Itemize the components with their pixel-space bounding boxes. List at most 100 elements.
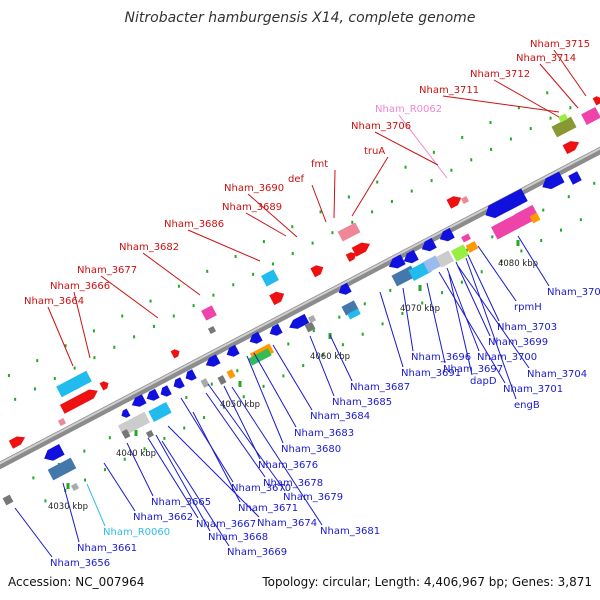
track-dot [363,302,366,306]
gene-label: truA [364,146,385,157]
gene-label: Nham_3683 [294,428,354,439]
track-dot [121,314,124,318]
gene-feature [551,116,577,138]
gene-label: rpmH [514,302,542,313]
gene-labels: Nham_3715 Nham_3714 Nham_3712 Nham_3711 Nham… [24,39,600,569]
tick-label: 4050 kbp [220,400,260,410]
gene-label: Nham_3707 [547,287,600,298]
track-dot [262,240,265,244]
tick-mark [418,285,422,291]
track-dot [341,343,344,347]
track-dot [509,137,512,141]
leader-line [311,184,327,223]
gene-label: Nham_3681 [320,526,380,537]
track-dot [567,195,570,199]
track-dot [517,106,520,110]
gene-feature [201,305,217,321]
gene-feature [44,444,65,461]
gene-feature [2,494,14,506]
leader-line [187,229,261,262]
track-dot [500,259,503,263]
gene-label: Nham_3690 [224,183,284,194]
track-dot [319,210,322,214]
gene-label: Nham_3691 [401,368,461,379]
gene-feature [485,188,528,219]
track-dot [322,353,325,357]
gene-label: Nham_3686 [164,219,224,230]
gene-feature [131,394,147,407]
gene-label: Nham_3711 [419,85,479,96]
leader-line [142,252,201,296]
leader-line [398,114,448,179]
track-dot [113,345,116,349]
accession-text: Accession: NC_007964 [8,575,144,589]
ruler-ticks: 4030 kbp 4040 kbp 4050 kbp 4060 kbp 4070 kbp… [48,240,538,512]
track-dot [389,288,392,292]
track-dot [84,478,87,482]
track-dot [271,262,274,266]
leader-line [329,334,353,382]
leader-line [192,411,241,503]
leader-line [223,385,261,460]
leader-line [161,440,230,547]
leader-line [539,63,579,109]
track-dot [338,315,341,319]
gene-feature [304,321,316,333]
track-dot [73,366,76,370]
track-dot [430,179,433,183]
gene-label: Nham_R0060 [103,527,170,538]
track-dot [149,299,152,303]
map-title: Nitrobacter hamburgensis X14, complete g… [125,10,476,26]
track-dot [83,449,86,453]
track-dot [177,284,180,288]
leader-line [100,275,159,319]
gene-label: Nham_3685 [332,397,392,408]
gene-label: Nham_3703 [497,322,557,333]
gene-feature [146,388,160,401]
gene-feature [170,349,180,359]
leader-line [73,291,91,359]
gene-feature [446,196,462,209]
gene-feature [289,313,310,329]
track-dot [421,301,424,305]
gene-feature [185,369,197,381]
track-dot [210,382,213,386]
gene-label: Nham_3700 [477,352,537,363]
gene-label: Nham_3671 [238,503,298,514]
track-dot [36,359,39,363]
gene-feature [439,227,455,242]
track-dot [291,225,294,229]
gene-label: engB [514,400,540,411]
track-dot [540,239,543,243]
leader-line [126,442,154,497]
track-dot [593,181,596,185]
tick-label: 4080 kbp [498,259,538,269]
gene-feature [388,254,406,269]
track-dot [470,158,473,162]
track-dot [183,426,186,430]
gene-label: Nham_3701 [503,384,563,395]
track-dot [7,373,10,377]
track-dot [236,369,239,373]
gene-label: Nham_3668 [208,532,268,543]
gene-feature [403,249,419,264]
gene-label: dapD [470,376,497,387]
leader-line [253,352,297,428]
gene-feature [345,252,357,262]
track-dot [32,476,35,480]
tick-mark [66,483,70,489]
gene-feature [56,370,92,398]
leader-line [14,507,53,558]
track-dot [331,231,334,235]
leader-line [272,344,313,411]
gene-label: Nham_R0062 [375,104,442,115]
track-dot [192,304,195,308]
gene-feature [173,377,185,389]
gene-feature [341,300,359,316]
track-dot [432,150,435,154]
gene-feature [529,212,541,224]
gene-feature [347,308,361,320]
track-dot [92,329,95,333]
leader-line [446,267,480,352]
track-dot [172,314,175,318]
